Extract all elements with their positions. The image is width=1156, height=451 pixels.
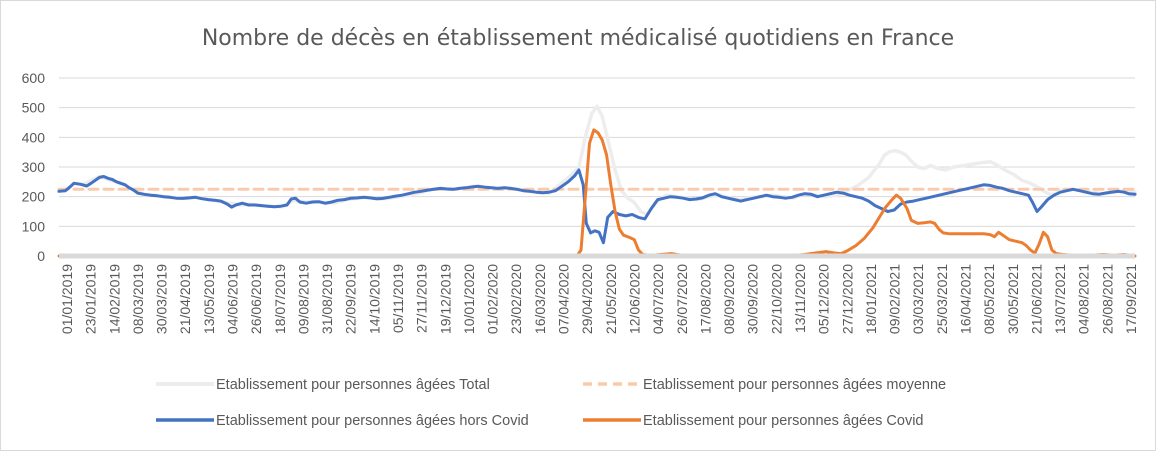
legend-label-moyenne: Etablissement pour personnes âgées moyen…: [643, 377, 946, 393]
x-tick-label: 21/04/2019: [177, 264, 193, 334]
x-tick-label: 13/07/2021: [1052, 264, 1068, 334]
x-tick-label: 18/07/2019: [272, 264, 288, 334]
x-tick-label: 19/12/2019: [437, 264, 453, 334]
x-tick-label: 04/08/2021: [1076, 264, 1092, 334]
x-tick-label: 31/08/2019: [319, 264, 335, 334]
x-tick-label: 30/05/2021: [1005, 264, 1021, 334]
x-tick-label: 26/06/2019: [248, 264, 264, 334]
y-tick-label: 100: [22, 218, 46, 234]
x-tick-label: 22/09/2019: [343, 264, 359, 334]
y-tick-label: 300: [22, 159, 46, 175]
x-tick-label: 01/01/2019: [59, 264, 75, 334]
gridlines: [59, 77, 1135, 227]
x-tick-label: 08/03/2019: [130, 264, 146, 334]
x-tick-label: 14/02/2019: [106, 264, 122, 334]
y-tick-label: 500: [22, 100, 46, 116]
y-tick-label: 200: [22, 189, 46, 205]
x-tick-label: 07/04/2020: [556, 264, 572, 334]
x-tick-label: 10/01/2020: [461, 264, 477, 334]
series-line-total: [57, 104, 1137, 217]
x-tick-label: 26/08/2021: [1099, 264, 1115, 334]
chart-title: Nombre de décès en établissement médical…: [202, 26, 954, 51]
y-axis: 0 100 200 300 400 500 600: [22, 70, 46, 264]
series-line-hors-covid: [57, 168, 1137, 245]
x-tick-label: 30/09/2020: [745, 264, 761, 334]
legend-label-total: Etablissement pour personnes âgées Total: [216, 377, 490, 393]
x-tick-label: 29/04/2020: [579, 264, 595, 334]
x-tick-label: 27/12/2020: [839, 264, 855, 334]
x-tick-label: 23/02/2020: [508, 264, 524, 334]
x-tick-label: 08/05/2021: [981, 264, 997, 334]
x-axis: 01/01/2019 23/01/2019 14/02/2019 08/03/2019…: [59, 264, 1139, 334]
x-tick-label: 05/11/2019: [390, 264, 406, 333]
y-tick-label: 600: [22, 70, 46, 86]
x-tick-label: 17/08/2020: [697, 264, 713, 334]
x-tick-label: 16/04/2021: [958, 264, 974, 334]
legend-label-covid: Etablissement pour personnes âgées Covid: [643, 413, 924, 429]
legend-label-hors-covid: Etablissement pour personnes âgées hors …: [216, 413, 529, 429]
x-tick-label: 17/09/2021: [1123, 264, 1139, 334]
legend: Etablissement pour personnes âgées Total…: [156, 377, 946, 429]
x-tick-label: 23/01/2019: [83, 264, 99, 334]
x-tick-label: 05/12/2020: [816, 264, 832, 334]
x-tick-label: 04/06/2019: [225, 264, 241, 334]
x-tick-label: 12/06/2020: [627, 264, 643, 334]
x-tick-label: 13/11/2020: [792, 264, 808, 333]
x-tick-label: 27/11/2019: [414, 264, 430, 333]
x-tick-label: 04/07/2020: [650, 264, 666, 334]
x-tick-label: 09/08/2019: [295, 264, 311, 334]
x-tick-label: 25/03/2021: [934, 264, 950, 334]
series-line-covid: [57, 128, 1137, 258]
x-tick-label: 03/03/2021: [910, 264, 926, 334]
x-tick-label: 09/02/2021: [887, 264, 903, 334]
x-tick-label: 21/06/2021: [1028, 264, 1044, 334]
y-tick-label: 400: [22, 129, 46, 145]
y-tick-label: 0: [37, 248, 45, 264]
series-lines: [57, 104, 1137, 258]
x-tick-label: 30/03/2019: [154, 264, 170, 334]
x-tick-label: 18/01/2021: [863, 264, 879, 334]
x-tick-label: 26/07/2020: [674, 264, 690, 334]
x-tick-label: 22/10/2020: [768, 264, 784, 334]
x-tick-label: 08/09/2020: [721, 264, 737, 334]
x-tick-label: 16/03/2020: [532, 264, 548, 334]
x-tick-label: 01/02/2020: [485, 264, 501, 334]
x-tick-label: 21/05/2020: [603, 264, 619, 334]
x-tick-label: 14/10/2019: [366, 264, 382, 334]
x-tick-label: 13/05/2019: [201, 264, 217, 334]
